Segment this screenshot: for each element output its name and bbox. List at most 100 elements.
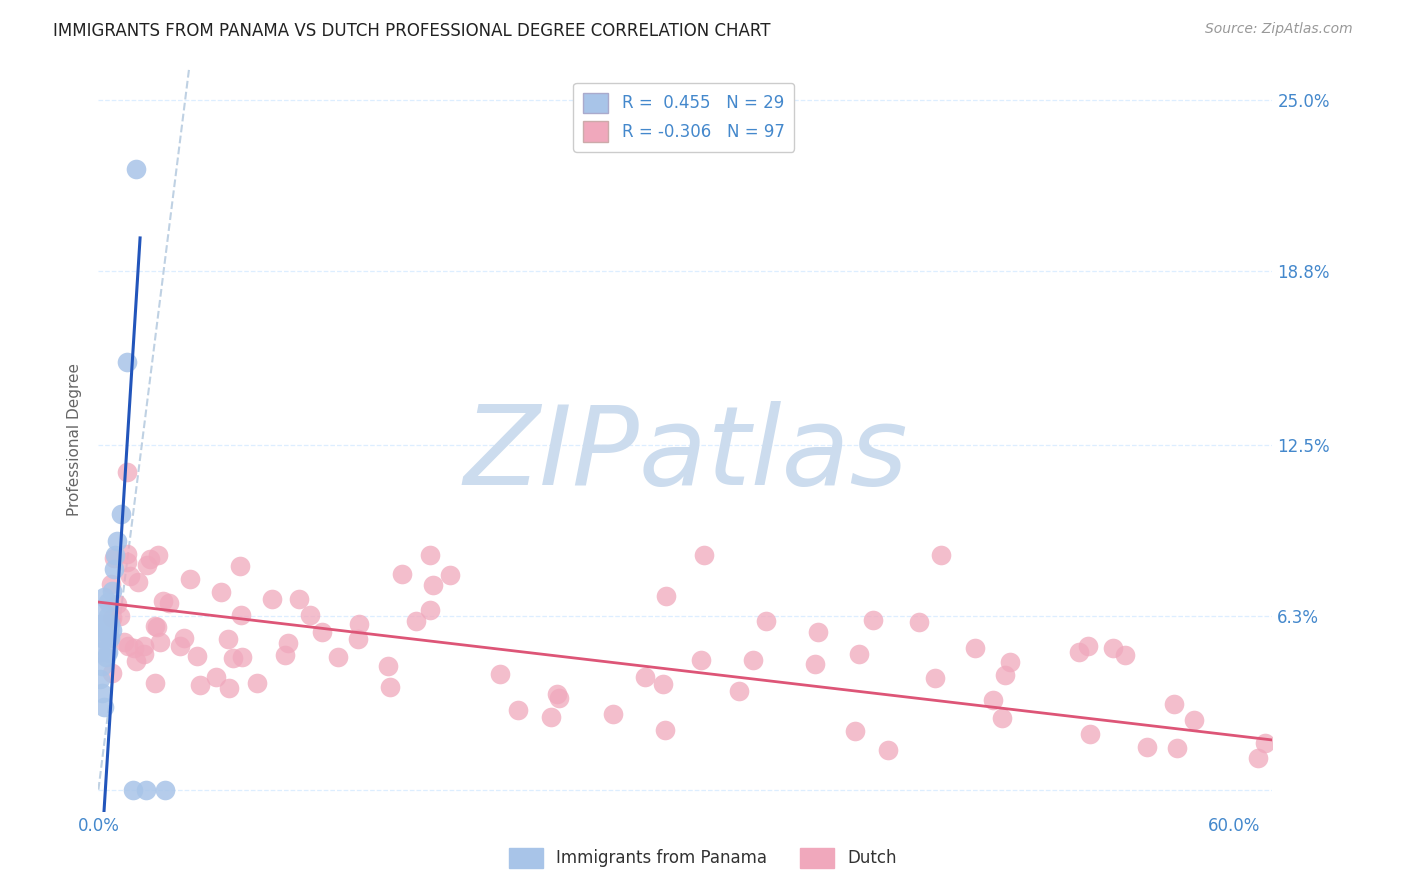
Point (228, 558, 250, 573)
Point (100, 623, 122, 637)
Point (419, 602, 441, 616)
Point (117, 547, 139, 561)
Point (654, 723, 676, 737)
Point (93, 590, 115, 604)
Point (508, 703, 530, 717)
Point (991, 711, 1014, 725)
Point (998, 655, 1021, 669)
Point (97, 608, 120, 623)
Point (693, 548, 716, 562)
Point (602, 707, 624, 722)
Point (135, 782, 157, 797)
Point (89, 673, 111, 687)
Point (651, 677, 673, 691)
Point (139, 551, 162, 566)
Point (100, 665, 122, 680)
Point (755, 614, 778, 628)
Point (89, 645, 111, 659)
Point (211, 584, 233, 599)
Point (125, 654, 148, 668)
Point (124, 641, 146, 656)
Point (94, 650, 117, 665)
Point (540, 710, 562, 724)
Point (929, 548, 952, 562)
Point (876, 743, 898, 757)
Point (862, 613, 884, 627)
Point (807, 624, 830, 639)
Point (439, 568, 461, 582)
Point (105, 534, 128, 549)
Point (100, 577, 122, 591)
Point (117, 640, 139, 654)
Point (91, 631, 114, 645)
Text: IMMIGRANTS FROM PANAMA VS DUTCH PROFESSIONAL DEGREE CORRELATION CHART: IMMIGRANTS FROM PANAMA VS DUTCH PROFESSI… (53, 22, 770, 40)
Point (91, 686, 114, 700)
Point (1163, 697, 1185, 711)
Point (94, 623, 117, 637)
Point (422, 578, 444, 592)
Point (377, 659, 399, 673)
Point (100, 584, 122, 599)
Point (1136, 739, 1159, 754)
Point (149, 635, 172, 649)
Point (93, 631, 115, 645)
Point (98, 631, 121, 645)
Point (689, 653, 711, 667)
Point (146, 619, 169, 633)
Point (146, 549, 169, 563)
Point (1254, 735, 1277, 749)
Point (115, 466, 138, 480)
Point (97, 645, 120, 659)
Point (1182, 714, 1205, 728)
Point (186, 649, 208, 664)
Point (135, 558, 157, 572)
Point (277, 636, 299, 650)
Point (1080, 727, 1102, 741)
Point (101, 611, 124, 625)
Point (288, 592, 311, 607)
Point (231, 607, 253, 622)
Point (132, 647, 155, 661)
Point (93, 699, 115, 714)
Text: Source: ZipAtlas.com: Source: ZipAtlas.com (1205, 22, 1353, 37)
Point (311, 624, 333, 639)
Point (1101, 640, 1123, 655)
Point (105, 597, 128, 611)
Point (804, 657, 827, 671)
Point (246, 676, 269, 690)
Point (1114, 648, 1136, 662)
Point (103, 562, 125, 576)
Point (221, 651, 243, 665)
Point (204, 670, 226, 684)
Point (347, 617, 370, 632)
Point (103, 550, 125, 565)
Legend: R =  0.455   N = 29, R = -0.306   N = 97: R = 0.455 N = 29, R = -0.306 N = 97 (574, 83, 794, 152)
Point (547, 691, 569, 706)
Point (115, 355, 138, 369)
Point (907, 615, 929, 629)
Point (157, 596, 180, 610)
Point (489, 667, 512, 681)
Point (1247, 750, 1270, 764)
Point (634, 670, 657, 684)
Point (231, 649, 253, 664)
Point (121, 782, 143, 797)
Point (93, 617, 115, 632)
Point (153, 782, 176, 797)
Point (143, 619, 166, 633)
Point (125, 161, 148, 176)
Point (173, 631, 195, 645)
Point (217, 632, 239, 647)
Point (1077, 639, 1099, 653)
Point (1166, 740, 1188, 755)
Point (346, 632, 368, 646)
Point (132, 639, 155, 653)
Point (844, 724, 866, 739)
Point (981, 693, 1004, 707)
Point (298, 608, 321, 623)
Point (728, 684, 751, 698)
Point (378, 680, 401, 694)
Point (419, 548, 441, 562)
Point (924, 672, 946, 686)
Point (91, 658, 114, 673)
